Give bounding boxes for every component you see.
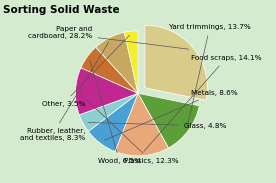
Wedge shape xyxy=(138,93,199,148)
Text: Yard trimmings, 13.7%: Yard trimmings, 13.7% xyxy=(169,24,251,126)
Text: Other, 3.5%: Other, 3.5% xyxy=(42,35,129,107)
Wedge shape xyxy=(88,93,138,152)
Wedge shape xyxy=(124,31,138,93)
Wedge shape xyxy=(115,93,168,156)
Wedge shape xyxy=(79,93,138,131)
Text: Wood, 6.5%: Wood, 6.5% xyxy=(90,61,141,164)
Text: Rubber, leather,
and textiles, 8.3%: Rubber, leather, and textiles, 8.3% xyxy=(20,42,109,141)
Text: Metals, 8.6%: Metals, 8.6% xyxy=(104,90,238,140)
Wedge shape xyxy=(81,47,138,93)
Text: Plastics, 12.3%: Plastics, 12.3% xyxy=(80,93,179,164)
Text: Sorting Solid Waste: Sorting Solid Waste xyxy=(3,5,120,16)
Text: Paper and
cardboard, 28.2%: Paper and cardboard, 28.2% xyxy=(28,27,189,49)
Wedge shape xyxy=(145,25,207,100)
Text: Glass, 4.8%: Glass, 4.8% xyxy=(88,122,226,129)
Text: Food scraps, 14.1%: Food scraps, 14.1% xyxy=(144,55,261,152)
Wedge shape xyxy=(75,68,138,115)
Wedge shape xyxy=(96,32,138,93)
